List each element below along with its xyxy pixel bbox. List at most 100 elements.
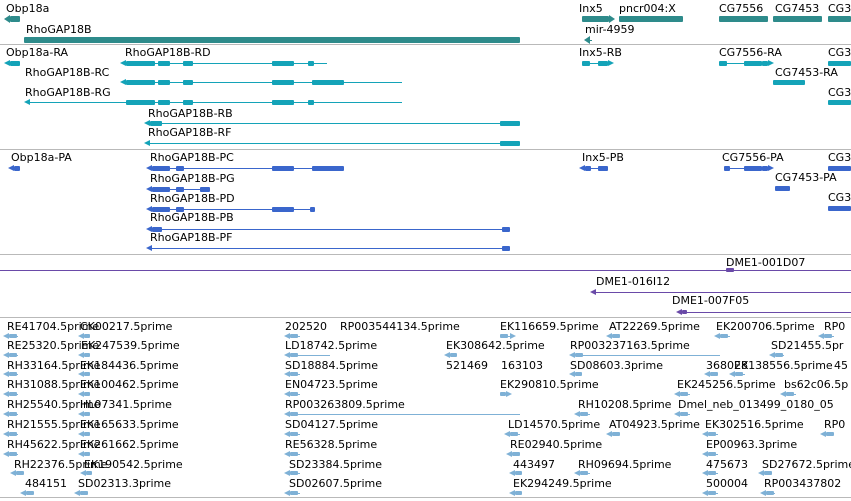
est-label[interactable]: SD18884.5prime (285, 359, 378, 372)
proteins-label[interactable]: RhoGAP18B-PB (150, 211, 234, 224)
proteins-label[interactable]: CG3 (828, 151, 851, 164)
est-label[interactable]: EK138556.5prime (734, 359, 833, 372)
est-label[interactable]: RH25540.5prime (7, 398, 101, 411)
est-label[interactable]: RP003263809.5prime (285, 398, 405, 411)
proteins-label[interactable]: Inx5-PB (582, 151, 624, 164)
est-label[interactable]: LD18742.5prime (285, 339, 378, 352)
est-label[interactable]: SD21455.5pr (771, 339, 844, 352)
est-label[interactable]: 202520 (285, 320, 327, 333)
exon-block (158, 61, 170, 66)
est-label[interactable]: EN04723.5prime (285, 378, 378, 391)
est-label[interactable]: SD27672.5prime (762, 458, 851, 471)
genes-label[interactable]: CG7453 (775, 2, 820, 15)
transcripts-label[interactable]: RhoGAP18B-RD (125, 46, 211, 59)
genes-label[interactable]: RhoGAP18B (26, 23, 92, 36)
est-label[interactable]: RH21555.5prime (7, 418, 101, 431)
est-label[interactable]: RE25320.5prime (7, 339, 100, 352)
exon-block (500, 334, 508, 338)
est-label[interactable]: EK165633.5prime (80, 418, 179, 431)
genes-label[interactable]: Inx5 (579, 2, 603, 15)
proteins-label[interactable]: RhoGAP18B-PG (150, 172, 235, 185)
est-label[interactable]: 521469 (446, 359, 488, 372)
est-label[interactable]: 443497 (513, 458, 555, 471)
est-label[interactable]: EP00963.3prime (706, 438, 798, 451)
proteins-label[interactable]: RhoGAP18B-PD (150, 192, 235, 205)
transcripts-label[interactable]: RhoGAP18B-RB (148, 107, 233, 120)
est-label[interactable]: RH33164.5prime (7, 359, 101, 372)
est-label[interactable]: RE02940.5prime (510, 438, 603, 451)
est-label[interactable]: EK302516.5prime (705, 418, 804, 431)
genes-label[interactable]: mir-4959 (585, 23, 635, 36)
proteins-label[interactable]: CG7556-PA (722, 151, 784, 164)
est-label[interactable]: RP0 (824, 418, 846, 431)
transcripts-label[interactable]: CG7556-RA (719, 46, 782, 59)
transcripts-label[interactable]: CG3 (828, 86, 851, 99)
est-label[interactable]: 500004 (706, 477, 748, 490)
est-label[interactable]: 45 (834, 359, 848, 372)
est-label[interactable]: LD14570.5prime (508, 418, 601, 431)
est-label[interactable]: RP003237163.5prime (570, 339, 690, 352)
est-label[interactable]: EK116659.5prime (500, 320, 599, 333)
est-label[interactable]: EK294249.5prime (513, 477, 612, 490)
est-label[interactable]: 163103 (501, 359, 543, 372)
est-label[interactable]: EK308642.5prime (446, 339, 545, 352)
transcripts-label[interactable]: RhoGAP18B-RF (148, 126, 232, 139)
proteins-label[interactable]: CG7453-PA (775, 171, 837, 184)
arrow-left-icon (284, 411, 290, 417)
est-label[interactable]: RP003544134.5prime (340, 320, 460, 333)
est-label[interactable]: RP0 (824, 320, 846, 333)
genes-label[interactable]: pncr004:X (619, 2, 676, 15)
proteins-label[interactable]: RhoGAP18B-PF (150, 231, 233, 244)
transcripts-label[interactable]: Obp18a-RA (6, 46, 69, 59)
est-label[interactable]: SD02607.5prime (289, 477, 382, 490)
transcripts-label[interactable]: RhoGAP18B-RG (25, 86, 111, 99)
est-label[interactable]: SD02313.3prime (78, 477, 171, 490)
est-label[interactable]: 368028 (706, 359, 748, 372)
est-label[interactable]: EK184436.5prime (80, 359, 179, 372)
est-label[interactable]: AT22269.5prime (609, 320, 700, 333)
genes-label[interactable]: CG7556 (719, 2, 764, 15)
transcripts-label[interactable]: CG3 (828, 46, 851, 59)
est-label[interactable]: RH45622.5prime (7, 438, 101, 451)
transcripts-label[interactable]: Inx5-RB (579, 46, 622, 59)
est-label[interactable]: RE56328.5prime (285, 438, 378, 451)
alignments-label[interactable]: DME1-007F05 (672, 294, 750, 307)
alignments-label[interactable]: DME1-001D07 (726, 256, 806, 269)
est-label[interactable]: SD04127.5prime (285, 418, 378, 431)
est-label[interactable]: EK290810.5prime (500, 378, 599, 391)
est-label[interactable]: 475673 (706, 458, 748, 471)
est-label[interactable]: 484151 (25, 477, 67, 490)
est-label[interactable]: RP003437802 (764, 477, 842, 490)
est-label[interactable]: RH31088.5prime (7, 378, 101, 391)
est-label[interactable]: EK245256.5prime (677, 378, 776, 391)
est-label[interactable]: Dmel_neb_013499_0180_05 (678, 398, 834, 411)
est-label[interactable]: EK247539.5prime (81, 339, 180, 352)
est-label[interactable]: CK00217.5prime (80, 320, 173, 333)
arrow-left-icon (606, 333, 612, 339)
transcripts-label[interactable]: RhoGAP18B-RC (25, 66, 110, 79)
arrow-left-icon (24, 99, 30, 105)
alignments-label[interactable]: DME1-016I12 (596, 275, 671, 288)
proteins-label[interactable]: CG3 (828, 191, 851, 204)
arrow-left-icon (760, 490, 766, 496)
est-label[interactable]: EK190542.5prime (84, 458, 183, 471)
est-label[interactable]: HL07341.5prime (80, 398, 172, 411)
est-label[interactable]: RH22376.5prime (14, 458, 108, 471)
est-label[interactable]: SD08603.3prime (570, 359, 663, 372)
est-label[interactable]: bs62c06.5p (784, 378, 849, 391)
est-label[interactable]: AT04923.5prime (609, 418, 700, 431)
transcripts-label[interactable]: CG7453-RA (775, 66, 838, 79)
proteins-label[interactable]: RhoGAP18B-PC (150, 151, 234, 164)
est-label[interactable]: RH09694.5prime (578, 458, 672, 471)
est-label[interactable]: EK261662.5prime (80, 438, 179, 451)
proteins-label[interactable]: Obp18a-PA (11, 151, 72, 164)
est-label[interactable]: EK200706.5prime (716, 320, 815, 333)
arrow-left-icon (574, 470, 580, 476)
est-label[interactable]: EK100462.5prime (80, 378, 179, 391)
genes-label[interactable]: CG3 (828, 2, 851, 15)
est-label[interactable]: RE41704.5prime (7, 320, 100, 333)
est-label[interactable]: SD23384.5prime (289, 458, 382, 471)
est-label[interactable]: RH10208.5prime (578, 398, 672, 411)
genes-label[interactable]: Obp18a (6, 2, 50, 15)
exon-block (310, 207, 315, 212)
